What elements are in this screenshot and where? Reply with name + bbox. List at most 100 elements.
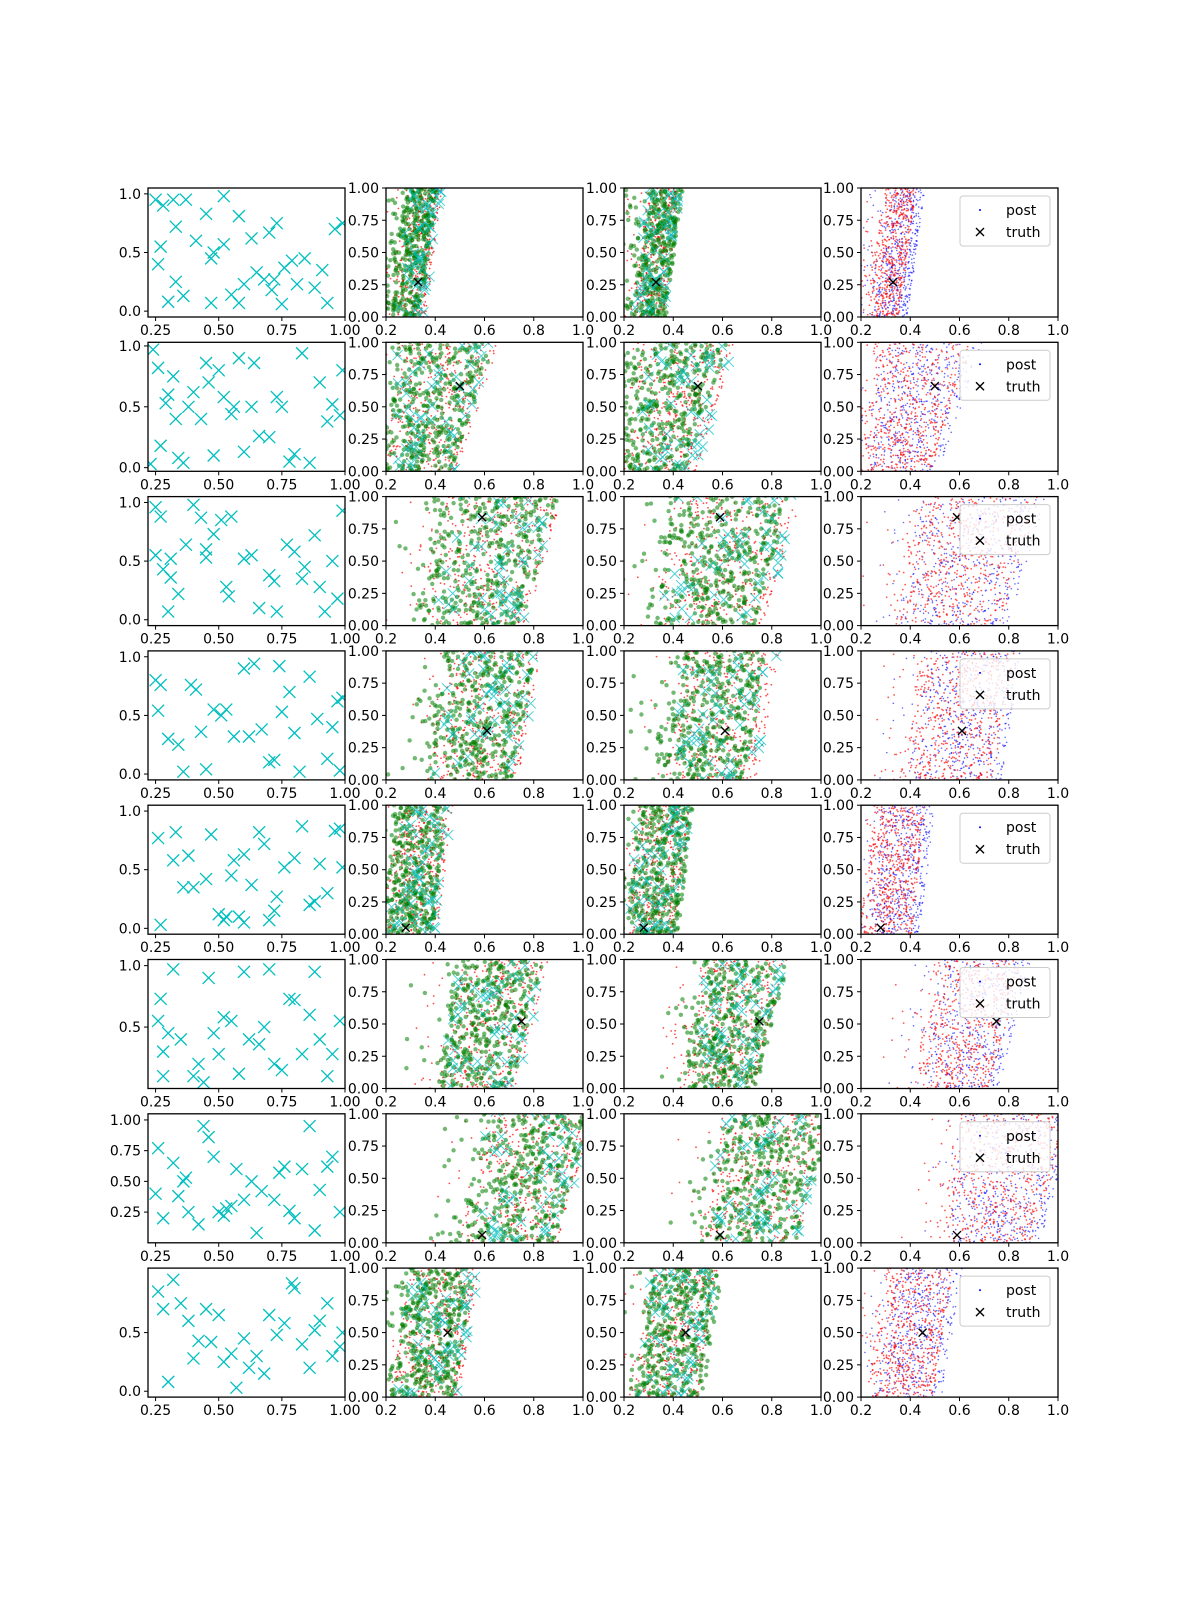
design-point bbox=[176, 456, 190, 470]
post-sample-red bbox=[421, 343, 424, 345]
post-sample-green bbox=[374, 200, 378, 204]
post-sample bbox=[896, 252, 899, 255]
post-sample-red bbox=[880, 304, 883, 307]
y-tick-label: 0.50 bbox=[348, 400, 379, 416]
post-sample-red bbox=[856, 211, 858, 213]
post-sample-red bbox=[885, 273, 888, 276]
post-sample-green bbox=[688, 345, 694, 350]
post-sample-red bbox=[624, 452, 627, 455]
post-sample-red bbox=[885, 216, 888, 218]
post-sample bbox=[908, 244, 911, 246]
post-sample bbox=[890, 252, 892, 255]
post-sample bbox=[891, 300, 894, 303]
post-sample-red bbox=[635, 261, 638, 264]
post-sample bbox=[925, 465, 928, 467]
post-sample-green bbox=[659, 195, 665, 201]
post-sample-red bbox=[475, 409, 478, 412]
post-sample-red bbox=[421, 273, 424, 276]
post-sample bbox=[908, 455, 911, 458]
post-sample-green bbox=[396, 250, 402, 255]
post-sample bbox=[856, 205, 858, 207]
post-sample-green bbox=[617, 467, 621, 471]
post-sample-red bbox=[697, 373, 699, 376]
post-sample-red bbox=[412, 415, 415, 417]
design-point bbox=[320, 296, 334, 310]
post-sample-green bbox=[372, 300, 376, 304]
design-point bbox=[298, 251, 312, 265]
post-sample-red bbox=[454, 448, 457, 451]
post-sample bbox=[872, 455, 875, 458]
post-sample-green bbox=[416, 466, 422, 471]
post-sample-green bbox=[676, 188, 681, 193]
post-sample-green bbox=[660, 421, 665, 427]
post-sample bbox=[907, 307, 909, 310]
post-sample-red bbox=[621, 269, 623, 271]
post-sample-red bbox=[900, 225, 903, 228]
post-sample-red bbox=[876, 241, 879, 244]
post-sample-green bbox=[632, 312, 637, 317]
design-overlay-point bbox=[400, 388, 412, 399]
post-sample bbox=[864, 284, 866, 287]
post-sample-red bbox=[865, 230, 867, 233]
y-tick-label: 0.0 bbox=[119, 304, 141, 320]
post-sample-green bbox=[656, 422, 662, 427]
post-sample-red bbox=[900, 252, 903, 255]
post-sample bbox=[912, 200, 915, 203]
post-sample-green bbox=[380, 283, 384, 287]
post-sample-red bbox=[657, 417, 659, 420]
post-sample-red bbox=[459, 450, 462, 453]
post-sample-red bbox=[638, 264, 641, 266]
post-sample-red bbox=[899, 283, 902, 286]
post-sample bbox=[912, 270, 915, 272]
post-sample-green bbox=[664, 257, 670, 263]
post-sample bbox=[913, 257, 915, 260]
post-sample bbox=[911, 279, 913, 282]
post-sample-red bbox=[446, 353, 449, 356]
post-sample-red bbox=[894, 189, 897, 192]
post-sample-green bbox=[424, 396, 429, 401]
truth-marker bbox=[455, 381, 465, 391]
post-sample-red bbox=[699, 424, 702, 427]
post-sample-green bbox=[656, 207, 662, 212]
post-sample-green bbox=[631, 371, 636, 376]
post-sample-red bbox=[676, 435, 679, 438]
post-sample-red bbox=[611, 299, 613, 301]
post-sample bbox=[863, 269, 865, 271]
post-sample-red bbox=[906, 188, 909, 191]
y-tick-label: 0.75 bbox=[348, 368, 379, 384]
post-sample bbox=[923, 400, 925, 403]
post-sample-red bbox=[879, 302, 882, 305]
post-sample-green bbox=[616, 232, 620, 236]
post-sample-red bbox=[389, 277, 392, 280]
post-sample-red bbox=[875, 301, 878, 304]
post-sample bbox=[878, 289, 881, 291]
post-sample bbox=[898, 217, 900, 220]
post-sample-red bbox=[412, 407, 415, 410]
post-sample bbox=[836, 421, 838, 423]
post-sample-red bbox=[875, 273, 878, 276]
post-sample-red bbox=[656, 409, 658, 412]
post-sample bbox=[902, 286, 905, 289]
post-sample-red bbox=[658, 292, 661, 294]
post-sample bbox=[904, 267, 906, 269]
post-sample-green bbox=[435, 404, 440, 409]
post-sample-red bbox=[888, 288, 891, 291]
post-sample-green bbox=[436, 459, 442, 464]
post-sample-red bbox=[890, 206, 893, 208]
post-sample-green bbox=[443, 373, 448, 378]
post-sample-green bbox=[653, 244, 658, 249]
post-sample-red bbox=[393, 375, 396, 378]
post-sample bbox=[927, 427, 930, 429]
post-sample-red bbox=[662, 267, 665, 270]
post-sample-red bbox=[903, 259, 905, 261]
design-point bbox=[262, 226, 276, 240]
post-sample-red bbox=[668, 396, 671, 398]
post-sample-red bbox=[628, 289, 631, 292]
post-sample-red bbox=[881, 251, 884, 254]
post-sample-red bbox=[397, 421, 400, 424]
post-sample bbox=[976, 339, 978, 341]
post-sample-red bbox=[680, 387, 683, 389]
post-sample bbox=[908, 296, 911, 299]
design-overlay-point bbox=[650, 225, 661, 236]
post-sample-green bbox=[386, 293, 390, 299]
